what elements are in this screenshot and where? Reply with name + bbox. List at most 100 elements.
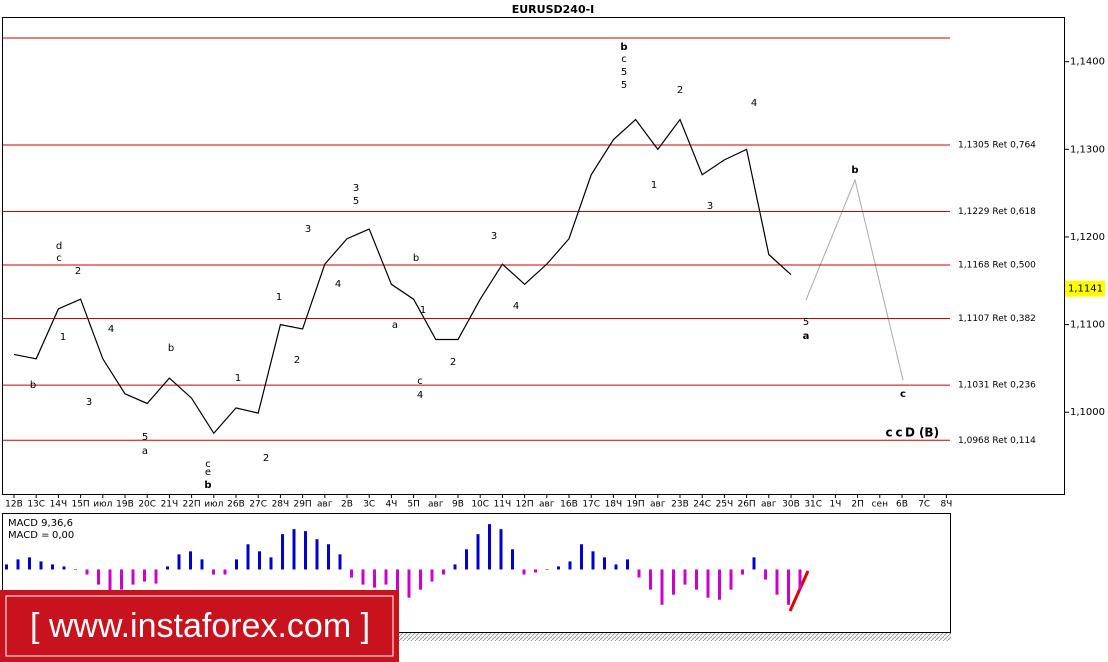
projection [805, 178, 904, 381]
wave-label: 5 [142, 432, 148, 443]
x-tick-label: 1Ч [829, 500, 841, 510]
macd-bar [292, 529, 296, 570]
x-tick-label: 9В [452, 500, 464, 510]
macd-bar [499, 529, 503, 570]
macd-bar [85, 569, 89, 575]
x-tick-label: 18Ч [605, 500, 623, 510]
wave-label: 5 [353, 196, 359, 207]
x-tick-label: 26П [737, 500, 755, 510]
macd-bar [442, 569, 445, 575]
macd-bar [649, 569, 652, 590]
macd-bar [361, 569, 365, 585]
macd-bar [488, 524, 491, 570]
macd-bar [384, 569, 388, 585]
macd-bar [683, 569, 687, 585]
macd-bar [580, 544, 583, 570]
wave-label: 4 [751, 98, 757, 109]
fib-label: 1,1031 Ret 0,236 [958, 381, 1036, 391]
x-tick-label: 2П [851, 500, 864, 510]
x-tick-label: июл [93, 500, 112, 510]
macd-bar [108, 569, 112, 592]
x-tick-label: июл [204, 500, 223, 510]
macd-bar [269, 557, 273, 570]
macd-bar [74, 569, 77, 570]
macd-value-name: MACD = [8, 530, 50, 541]
macd-trendline [788, 570, 810, 612]
macd-bar [557, 566, 560, 570]
x-tick-label: авг [761, 500, 777, 510]
macd-bar [235, 559, 238, 570]
macd-bar [131, 569, 135, 585]
macd-bar [407, 569, 411, 598]
wave-label: 1 [235, 373, 241, 384]
x-tick-label: авг [650, 500, 666, 510]
macd-bar [97, 569, 100, 585]
wave-label: b [620, 42, 627, 53]
macd-bar [706, 569, 710, 598]
macd-bar [672, 569, 675, 595]
wave-label: 2 [294, 355, 300, 366]
macd-bar [591, 551, 595, 570]
wave-label: b [851, 165, 858, 176]
wave-label: a [803, 331, 810, 342]
macd-bar [660, 569, 664, 605]
x-tick-label: 7С [918, 500, 930, 510]
macd-bar [545, 569, 549, 570]
macd-bar [51, 564, 54, 570]
macd-bar [373, 569, 376, 588]
macd-bar [752, 557, 756, 570]
wave-label: c [56, 253, 62, 264]
fib-label: 1,1229 Ret 0,618 [958, 207, 1036, 217]
wave-label: 1 [276, 292, 282, 303]
macd-bar [16, 559, 20, 570]
fib-label: 1,1305 Ret 0,764 [958, 140, 1036, 150]
current-price-box [1065, 280, 1105, 297]
wave-label: c [895, 426, 902, 440]
wave-label: 3 [491, 231, 497, 242]
x-tick-label: 31С [804, 500, 822, 510]
macd-bar [62, 566, 66, 570]
wave-label: 1 [60, 332, 66, 343]
x-tick-label: 29П [293, 500, 311, 510]
macd-bar [695, 569, 698, 590]
wave-label: b [204, 480, 211, 491]
wave-label: b [30, 380, 36, 391]
x-tick-label: 22П [182, 500, 200, 510]
macd-bar [511, 549, 514, 570]
x-tick-label: авг [428, 500, 444, 510]
x-tick-label: 26В [227, 500, 245, 510]
watermark-bg [0, 590, 399, 662]
x-tick-label: 6В [896, 500, 908, 510]
macd-bar [5, 564, 8, 570]
x-tick-label: 4Ч [385, 500, 397, 510]
macd-bar [798, 569, 802, 590]
macd-bar [614, 564, 618, 570]
macd-bar [430, 569, 434, 582]
macd-bar [626, 559, 629, 570]
y-tick-label: 1,1200 [1070, 232, 1105, 243]
x-tick-label: 13С [27, 500, 45, 510]
macd-bar [453, 564, 457, 570]
x-tick-label: 3С [363, 500, 375, 510]
chart-title: EURUSD240-I [512, 3, 595, 16]
wave-label: 2 [75, 266, 81, 277]
wave-label: 1 [420, 305, 426, 316]
wave-label: b [168, 343, 174, 354]
x-tick-label: авг [539, 500, 555, 510]
macd-bar [350, 569, 353, 578]
macd-title: MACD 9,36,6 [8, 518, 73, 529]
macd-bar [775, 569, 779, 595]
x-tick-label: 2В [341, 500, 353, 510]
y-tick-label: 1,1400 [1070, 57, 1105, 68]
x-tick-label: 21Ч [161, 500, 179, 510]
macd-frame [2, 513, 951, 633]
wave-label: 2 [677, 85, 683, 96]
x-tick-label: 28Ч [272, 500, 290, 510]
y-tick-label: 1,1000 [1070, 407, 1105, 418]
macd-bar [154, 569, 158, 584]
y-tick-label: 1,1100 [1070, 320, 1105, 331]
x-tick-label: 19В [116, 500, 134, 510]
wave-label: D [905, 426, 915, 440]
macd-bar [315, 539, 319, 570]
